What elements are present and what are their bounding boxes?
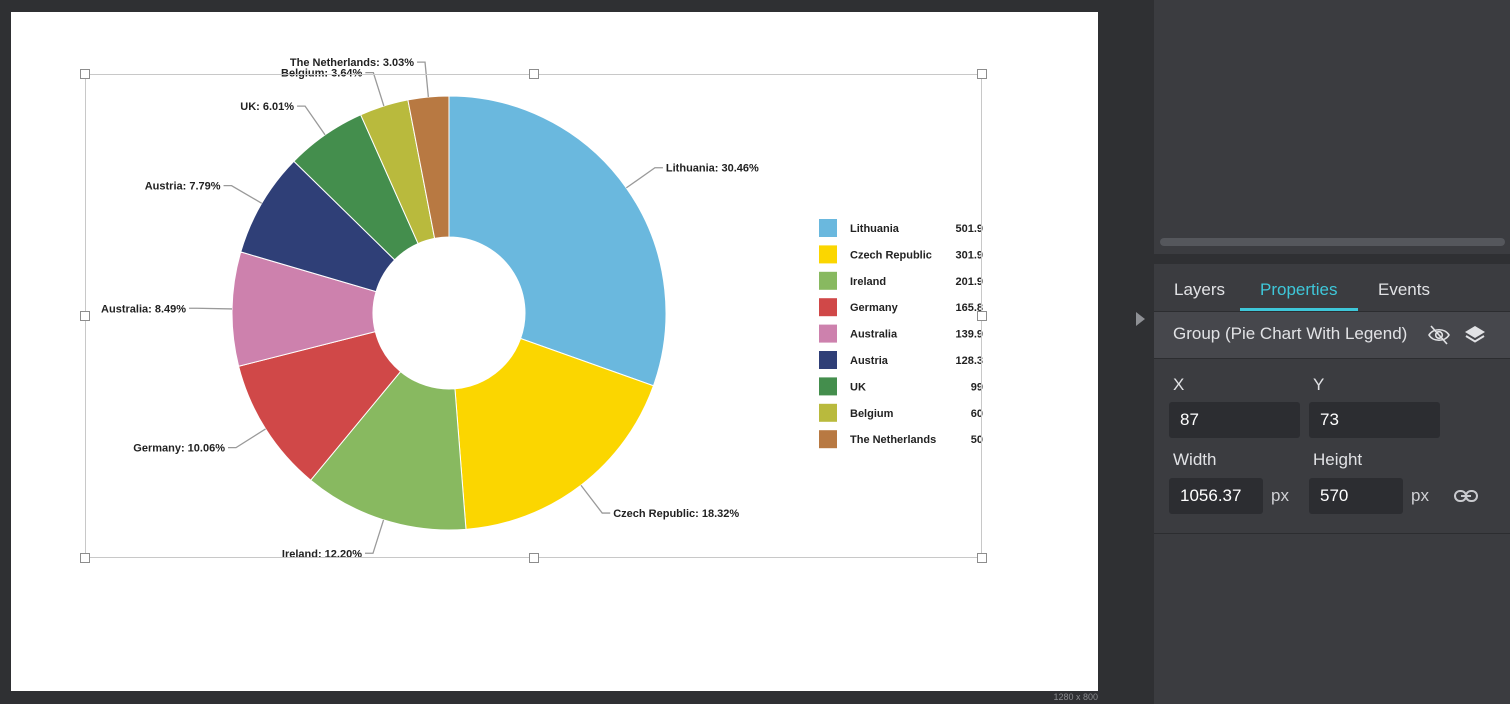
tab-events[interactable]: Events bbox=[1378, 280, 1430, 299]
height-label: Height bbox=[1313, 450, 1363, 469]
leader-line-lithuania bbox=[625, 167, 663, 189]
legend-label-ireland: Ireland bbox=[850, 276, 886, 288]
active-tab-indicator bbox=[1240, 308, 1358, 311]
leader-line-czech-republic bbox=[580, 484, 611, 514]
leader-line-uk bbox=[297, 105, 326, 136]
group-label: Group (Pie Chart With Legend) bbox=[1173, 324, 1408, 343]
leader-lines bbox=[189, 61, 663, 554]
leader-line-belgium bbox=[365, 71, 385, 107]
height-input[interactable]: 570 bbox=[1309, 478, 1403, 514]
pie-slice-lithuania[interactable] bbox=[448, 95, 667, 387]
pie-chart-with-legend[interactable]: Lithuania: 30.46% Czech Republic: 18.32% I… bbox=[0, 0, 1100, 704]
legend-swatch-the-netherlands bbox=[819, 430, 837, 449]
resize-handle-bottom[interactable] bbox=[529, 553, 539, 563]
visibility-off-icon[interactable] bbox=[1426, 322, 1452, 348]
legend-label-belgium: Belgium bbox=[850, 408, 894, 420]
legend-swatch-lithuania bbox=[819, 219, 837, 237]
legend-swatch-czech-republic bbox=[819, 245, 837, 264]
legend-label-uk: UK bbox=[850, 381, 866, 393]
pie-slice-the-netherlands[interactable] bbox=[407, 95, 450, 239]
slice-label-uk: UK: 6.01% bbox=[240, 101, 294, 113]
resize-handle-left[interactable] bbox=[80, 311, 90, 321]
legend-swatch-belgium bbox=[819, 403, 837, 422]
legend-swatch-ireland bbox=[819, 271, 837, 290]
legend-label-austria: Austria bbox=[850, 355, 889, 367]
panel-collapse-arrow-icon[interactable] bbox=[1136, 312, 1145, 326]
legend-value-czech-republic: 301.9 bbox=[955, 249, 983, 261]
leader-line-australia bbox=[189, 307, 233, 310]
slice-labels: Lithuania: 30.46% Czech Republic: 18.32% I… bbox=[101, 57, 759, 560]
leader-line-the-netherlands bbox=[417, 61, 430, 98]
y-input[interactable]: 73 bbox=[1309, 402, 1440, 438]
resize-handle-top-right[interactable] bbox=[977, 69, 987, 79]
width-label: Width bbox=[1173, 450, 1217, 469]
right-panel: Layers Properties Events Group (Pie Char… bbox=[1154, 0, 1510, 704]
slice-label-ireland: Ireland: 12.20% bbox=[282, 548, 362, 560]
slice-label-austria: Austria: 7.79% bbox=[145, 181, 221, 193]
legend-value-uk: 99 bbox=[971, 381, 983, 393]
slice-label-germany: Germany: 10.06% bbox=[133, 443, 225, 455]
slice-label-lithuania: Lithuania: 30.46% bbox=[666, 163, 759, 175]
leader-line-ireland bbox=[364, 519, 385, 554]
legend-value-belgium: 60 bbox=[971, 408, 983, 420]
legend-label-germany: Germany bbox=[850, 302, 899, 314]
pie-slice-czech-republic[interactable] bbox=[454, 337, 655, 530]
layers-icon[interactable] bbox=[1462, 322, 1488, 348]
slice-label-belgium: Belgium: 3.64% bbox=[281, 68, 363, 80]
group-header: Group (Pie Chart With Legend) bbox=[1154, 312, 1510, 359]
legend-swatch-australia bbox=[819, 324, 837, 343]
panel-tabs: Layers Properties Events bbox=[1154, 266, 1510, 312]
x-input[interactable]: 87 bbox=[1169, 402, 1300, 438]
canvas-size-label: 1280 x 800 bbox=[1053, 692, 1098, 702]
tab-layers[interactable]: Layers bbox=[1174, 280, 1226, 299]
resize-handle-top[interactable] bbox=[529, 69, 539, 79]
resize-handle-top-left[interactable] bbox=[80, 69, 90, 79]
slice-label-australia: Australia: 8.49% bbox=[101, 303, 186, 315]
x-label: X bbox=[1173, 375, 1185, 394]
resize-handle-right[interactable] bbox=[977, 311, 987, 321]
tab-properties[interactable]: Properties bbox=[1260, 280, 1338, 299]
chart-legend: Lithuania 501.9 Czech Republic 301.9 Ireland… bbox=[819, 219, 983, 449]
leader-line-germany bbox=[227, 428, 266, 449]
resize-handle-bottom-right[interactable] bbox=[977, 553, 987, 563]
legend-value-ireland: 201.9 bbox=[955, 276, 983, 288]
legend-label-australia: Australia bbox=[850, 329, 898, 341]
legend-swatch-germany bbox=[819, 298, 837, 317]
resize-handle-bottom-left[interactable] bbox=[80, 553, 90, 563]
pie-slices bbox=[231, 95, 667, 531]
panel-scrollbar[interactable] bbox=[1160, 238, 1505, 246]
legend-swatch-uk bbox=[819, 377, 837, 396]
leader-line-austria bbox=[223, 184, 263, 204]
height-unit: px bbox=[1411, 486, 1429, 505]
legend-value-the-netherlands: 50 bbox=[971, 434, 983, 446]
legend-label-lithuania: Lithuania bbox=[850, 223, 900, 235]
pie-slice-germany[interactable] bbox=[238, 331, 402, 481]
legend-label-czech-republic: Czech Republic bbox=[850, 249, 932, 261]
pie-slice-ireland[interactable] bbox=[309, 370, 467, 531]
legend-swatch-austria bbox=[819, 351, 837, 369]
panel-separator bbox=[1154, 533, 1510, 534]
panel-divider[interactable] bbox=[1154, 254, 1510, 264]
legend-label-the-netherlands: The Netherlands bbox=[850, 434, 936, 446]
width-input[interactable]: 1056.37 bbox=[1169, 478, 1263, 514]
link-aspect-icon[interactable] bbox=[1453, 485, 1479, 507]
legend-value-lithuania: 501.9 bbox=[955, 223, 983, 235]
legend-value-austria: 128.3 bbox=[955, 355, 983, 367]
legend-value-australia: 139.9 bbox=[955, 329, 983, 341]
canvas-area[interactable]: 1280 x 800 Lithuania: 30.46% Czech Republ… bbox=[0, 0, 1154, 704]
legend-value-germany: 165.8 bbox=[955, 302, 983, 314]
slice-label-czech-republic: Czech Republic: 18.32% bbox=[613, 508, 739, 520]
width-unit: px bbox=[1271, 486, 1289, 505]
y-label: Y bbox=[1313, 375, 1325, 394]
slice-label-the-netherlands: The Netherlands: 3.03% bbox=[290, 57, 414, 69]
